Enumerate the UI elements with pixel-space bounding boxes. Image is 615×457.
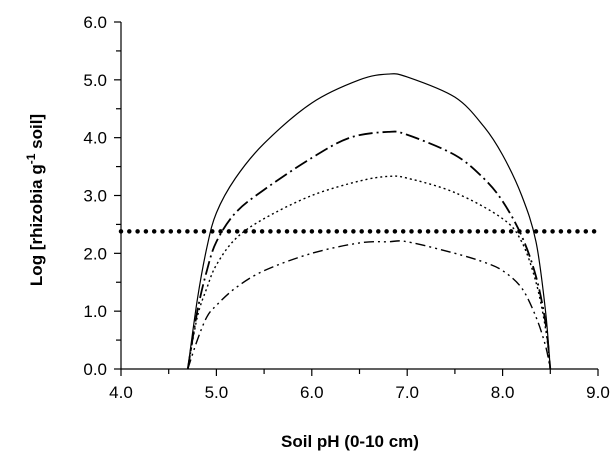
y-tick-label: 0.0 [83, 360, 107, 379]
y-axis-title-sup: -1 [24, 153, 38, 164]
y-tick-label: 1.0 [83, 302, 107, 321]
x-tick-label: 7.0 [395, 383, 419, 402]
curves [118, 73, 601, 370]
y-axis-title-main: Log [rhizobia g [27, 164, 46, 286]
series-line-3-dotted [187, 175, 551, 370]
series-line-2-dash-dot [186, 130, 552, 370]
y-axis-title: Log [rhizobia g-1 soil] [24, 114, 46, 286]
y-tick-label: 6.0 [83, 13, 107, 32]
y-tick-label: 4.0 [83, 129, 107, 148]
x-tick-label: 5.0 [205, 383, 229, 402]
series-line-4-dash-dot-dot [187, 240, 551, 370]
y-tick-label: 2.0 [83, 244, 107, 263]
x-tick-label: 8.0 [491, 383, 515, 402]
x-tick-label: 4.0 [109, 383, 133, 402]
series-line-1-solid [187, 73, 551, 370]
axes: 0.0 1.0 2.0 3.0 4.0 5.0 6.0 4.0 5.0 6.0 7.0 8.0 9.0 [83, 13, 609, 402]
x-tick-label: 9.0 [586, 383, 610, 402]
y-tick-label: 5.0 [83, 71, 107, 90]
y-axis-title-rest: soil] [27, 114, 46, 154]
x-axis-title: Soil pH (0-10 cm) [281, 432, 419, 451]
y-tick-label: 3.0 [83, 187, 107, 206]
x-tick-label: 6.0 [300, 383, 324, 402]
